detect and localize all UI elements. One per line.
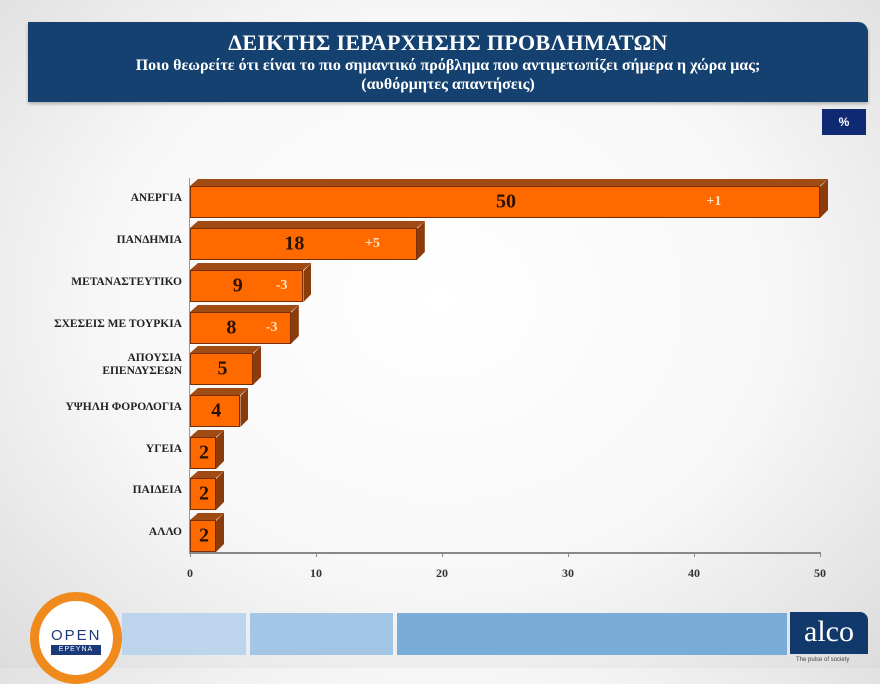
x-axis-line <box>190 552 821 554</box>
bar-top-face <box>190 471 224 478</box>
open-logo-tag: ΕΡΕΥΝΑ <box>51 645 101 655</box>
chart-note: (αυθόρμητες απαντήσεις) <box>361 76 535 93</box>
open-logo-text: OPEN <box>51 627 102 644</box>
bar-value: 4 <box>211 399 222 422</box>
x-tick <box>316 552 317 557</box>
bar-top-face <box>190 305 299 312</box>
category-label: ΠΑΝΔΗΜΙΑ <box>116 233 182 246</box>
bar-side-face <box>291 305 299 344</box>
footer-strip-1 <box>122 613 246 655</box>
x-tick-label: 20 <box>436 566 448 580</box>
bar-side-face <box>303 263 311 302</box>
bar: 18 +5 <box>190 228 417 260</box>
bar: 5 <box>190 353 253 385</box>
x-tick-label: 40 <box>688 566 700 580</box>
footer-strip-2 <box>250 613 393 655</box>
bar-chart: 50 +1 ΑΝΕΡΓΙΑ 18 +5 ΠΑΝΔΗΜΙΑ 9 -3 ΜΕΤΑΝΑΣΤΕΥΤΙΚΟ… <box>54 178 880 580</box>
chart-question: Ποιο θεωρείτε ότι είναι το πιο σημαντικό… <box>135 57 761 74</box>
x-tick-label: 50 <box>814 566 826 580</box>
category-label: ΑΝΕΡΓΙΑ <box>130 191 182 204</box>
bar-change: +1 <box>706 194 722 209</box>
bar-value: 2 <box>199 482 209 505</box>
bar-value: 8 <box>226 316 237 339</box>
bar-top-face <box>190 513 224 520</box>
bar-top-face <box>190 430 224 437</box>
category-label: ΥΓΕΙΑ <box>145 442 182 455</box>
x-tick-label: 10 <box>310 566 322 580</box>
unit-badge: % <box>822 109 866 135</box>
chart-title: ΔΕΙΚΤΗΣ ΙΕΡΑΡΧΗΣΗΣ ΠΡΟΒΛΗΜΑΤΩΝ <box>228 30 668 55</box>
bar: 4 <box>190 395 240 427</box>
category-label: ΠΑΙΔΕΙΑ <box>132 483 182 496</box>
footer-strip-3 <box>397 613 787 655</box>
category-label: ΑΛΛΟ <box>148 525 182 538</box>
bar: 8 -3 <box>190 312 291 344</box>
x-tick-label: 30 <box>562 566 574 580</box>
category-label: ΣΧΕΣΕΙΣ ΜΕ ΤΟΥΡΚΙΑ <box>54 317 182 330</box>
alco-logo: alco <box>790 612 868 654</box>
bar-top-face <box>190 221 425 228</box>
bar: 2 <box>190 478 216 510</box>
bar-change: -3 <box>275 278 288 293</box>
x-tick <box>190 552 191 557</box>
chart-header: ΔΕΙΚΤΗΣ ΙΕΡΑΡΧΗΣΗΣ ΠΡΟΒΛΗΜΑΤΩΝ Ποιο θεωρ… <box>28 22 868 102</box>
category-label: ΥΨΗΛΗ ΦΟΡΟΛΟΓΙΑ <box>65 400 182 413</box>
bar-side-face <box>240 388 248 427</box>
x-tick <box>694 552 695 557</box>
bar-top-face <box>190 388 248 395</box>
bar-top-face <box>190 346 261 353</box>
bar-value: 18 <box>284 232 305 255</box>
bar-side-face <box>216 471 224 510</box>
bar-value: 50 <box>496 190 516 213</box>
alco-tagline: The pulse of society <box>796 657 850 663</box>
x-tick <box>568 552 569 557</box>
bar: 9 -3 <box>190 270 303 302</box>
bar-side-face <box>216 513 224 552</box>
bar-change: +5 <box>364 236 380 251</box>
bar: 2 <box>190 437 216 469</box>
x-tick <box>442 552 443 557</box>
bar: 50 +1 <box>190 186 820 218</box>
category-label: ΑΠΟΥΣΙΑ ΕΠΕΝΔΥΣΕΩΝ <box>102 352 182 377</box>
bar-value: 9 <box>232 274 243 297</box>
x-tick <box>820 552 821 557</box>
y-axis-line <box>189 178 190 554</box>
bar-value: 2 <box>199 441 209 464</box>
x-tick-label: 0 <box>187 566 193 580</box>
bar-value: 5 <box>217 357 228 380</box>
bar-side-face <box>417 221 425 260</box>
bar-side-face <box>216 430 224 469</box>
bar-top-face <box>190 179 828 186</box>
open-ereyna-logo: OPEN ΕΡΕΥΝΑ <box>30 592 122 684</box>
bar-value: 2 <box>199 524 209 547</box>
bar: 2 <box>190 520 216 552</box>
category-label: ΜΕΤΑΝΑΣΤΕΥΤΙΚΟ <box>71 275 182 288</box>
bar-side-face <box>820 179 828 218</box>
bar-change: -3 <box>265 320 278 335</box>
bar-top-face <box>190 263 311 270</box>
bar-side-face <box>253 346 261 385</box>
